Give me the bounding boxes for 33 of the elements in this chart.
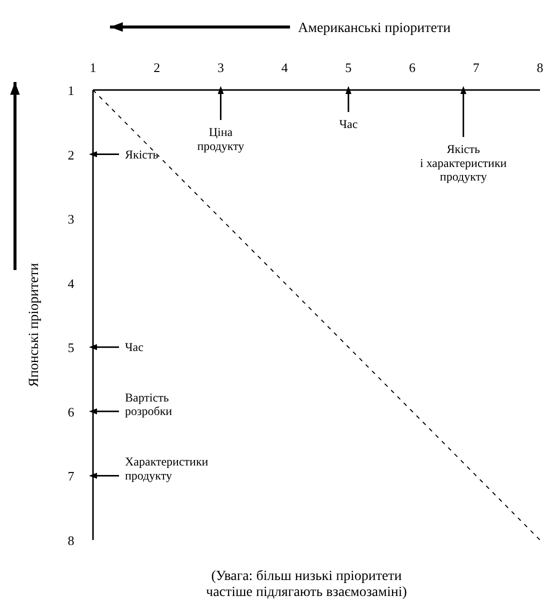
- y-tick-label: 1: [68, 83, 74, 98]
- y-tick-label: 3: [68, 212, 74, 227]
- point: [89, 408, 97, 414]
- point: [89, 151, 97, 158]
- y-tick-label: 7: [68, 468, 75, 484]
- x-tick-label: 2: [154, 60, 160, 75]
- x-tick-label: 1: [90, 60, 96, 75]
- point: [89, 472, 97, 479]
- annotation: Вартість розробки: [125, 390, 173, 418]
- x-tick-label: 5: [345, 60, 352, 75]
- point: [89, 344, 97, 350]
- annotation: Якість: [125, 147, 159, 162]
- point: [345, 86, 352, 94]
- x-tick-label: 6: [409, 60, 416, 75]
- y-tick-label: 4: [68, 276, 75, 291]
- annotation: Якість і характеристики продукту: [420, 142, 508, 184]
- annotation: Час: [125, 340, 144, 354]
- annotation: Час: [339, 117, 358, 131]
- y-tick-label: 8: [68, 533, 74, 548]
- y-tick-label: 6: [68, 404, 75, 420]
- y-axis-title: Японські пріоритети: [27, 262, 42, 387]
- y-tick-label: 5: [68, 340, 74, 356]
- y-tick-label: 2: [68, 147, 74, 162]
- x-tick-label: 8: [536, 60, 544, 75]
- text: (Увага: більш низькі пріоритети частіше підлягають взаємозаміні): [206, 569, 408, 600]
- annotation: Ціна продукту: [197, 125, 244, 153]
- x-axis-title: Американські пріоритети: [298, 21, 452, 36]
- point: [460, 86, 466, 94]
- annotation: Характеристики продукту: [125, 454, 209, 483]
- x-tick-label: 4: [281, 60, 288, 75]
- point: [218, 86, 224, 94]
- x-tick-label: 7: [472, 60, 480, 75]
- x-tick-label: 3: [217, 60, 224, 75]
